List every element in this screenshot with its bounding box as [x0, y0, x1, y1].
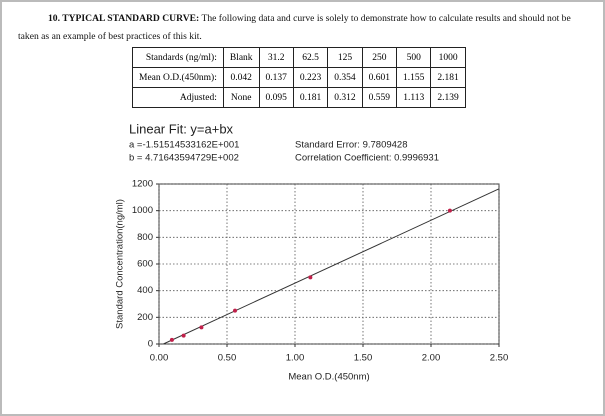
y-tick-label: 1200	[132, 179, 153, 190]
x-tick-label: 0.00	[150, 353, 169, 364]
y-axis-label: Standard Concentration(ng/ml)	[115, 199, 126, 329]
annotation: Correlation Coefficient: 0.9996931	[295, 153, 439, 164]
heading-label: 10. TYPICAL STANDARD CURVE:	[48, 13, 200, 24]
x-tick-label: 0.50	[218, 353, 237, 364]
y-tick-label: 200	[137, 312, 153, 323]
fit-b: b = 4.71643594729E+002	[129, 153, 239, 164]
y-tick-label: 800	[137, 232, 153, 243]
table-cell: 2.139	[430, 87, 466, 108]
table-cell: Adjusted:	[132, 87, 224, 108]
data-point	[233, 308, 238, 313]
data-point	[199, 325, 204, 330]
table-row: Mean O.D.(450nm): 0.042 0.137 0.223 0.354 0.6…	[132, 67, 466, 88]
x-tick-label: 1.50	[354, 353, 373, 364]
x-tick-label: 1.00	[286, 353, 305, 364]
y-tick-label: 600	[137, 259, 153, 270]
y-tick-label: 0	[148, 339, 153, 350]
y-tick-label: 1000	[132, 205, 153, 216]
data-point	[447, 208, 452, 213]
x-tick-label: 2.50	[490, 353, 509, 364]
chart-title: Linear Fit: y=a+bx	[129, 121, 234, 136]
x-tick-label: 2.00	[422, 353, 441, 364]
standards-table: Standards (ng/ml): Blank 31.2 62.5 125 250 500…	[132, 47, 466, 108]
table-row: Adjusted: None 0.095 0.181 0.312 0.559 1.113 2.…	[132, 87, 466, 108]
data-point	[308, 275, 313, 280]
y-tick-label: 400	[137, 285, 153, 296]
data-point	[169, 337, 174, 342]
table-cell: 0.559	[361, 87, 398, 108]
x-axis-label: Mean O.D.(450nm)	[288, 372, 369, 383]
fit-line	[163, 188, 500, 345]
fit-a: a =-1.51514533162E+001	[129, 140, 239, 151]
annotation: Standard Error: 9.7809428	[295, 140, 408, 151]
heading: 10. TYPICAL STANDARD CURVE: The followin…	[18, 10, 590, 46]
heading-text: The following data and curve is solely t…	[18, 13, 571, 42]
data-point	[181, 333, 186, 338]
plot-area	[158, 183, 500, 345]
